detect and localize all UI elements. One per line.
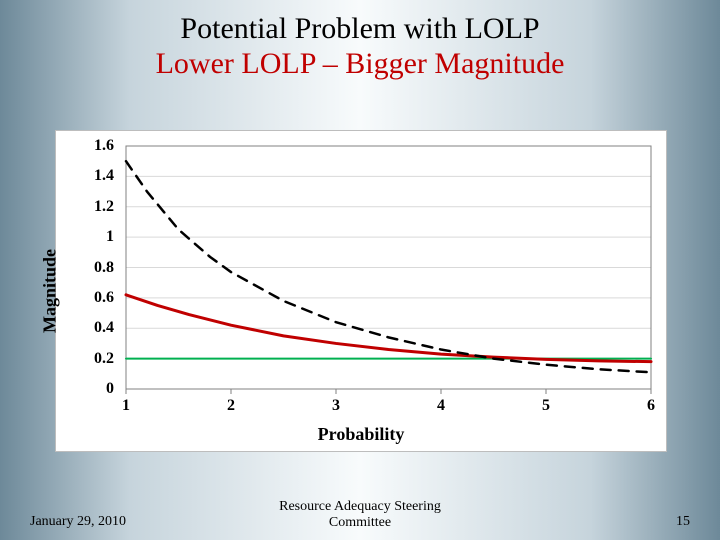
- x-tick-label: 2: [227, 397, 235, 415]
- chart-container: Magnitude Probability 00.20.40.60.811.21…: [55, 130, 667, 452]
- title-line-2: Lower LOLP – Bigger Magnitude: [0, 47, 720, 82]
- y-tick-label: 1.6: [64, 137, 114, 155]
- chart-svg: [56, 131, 666, 451]
- y-tick-label: 1: [64, 228, 114, 246]
- y-tick-label: 0.4: [64, 319, 114, 337]
- y-tick-label: 1.2: [64, 198, 114, 216]
- slide: Potential Problem with LOLP Lower LOLP –…: [0, 0, 720, 540]
- footer-center: Resource Adequacy Steering Committee: [279, 499, 441, 530]
- x-tick-label: 3: [332, 397, 340, 415]
- y-tick-label: 0.8: [64, 259, 114, 277]
- footer-page-number: 15: [676, 514, 690, 530]
- x-tick-label: 4: [437, 397, 445, 415]
- y-tick-label: 0: [64, 380, 114, 398]
- x-tick-label: 6: [647, 397, 655, 415]
- x-tick-label: 1: [122, 397, 130, 415]
- footer-center-l2: Committee: [329, 515, 391, 530]
- black-dash: [126, 161, 651, 372]
- y-tick-label: 0.6: [64, 289, 114, 307]
- x-tick-label: 5: [542, 397, 550, 415]
- title-block: Potential Problem with LOLP Lower LOLP –…: [0, 0, 720, 81]
- footer-center-l1: Resource Adequacy Steering: [279, 499, 441, 514]
- y-tick-label: 1.4: [64, 167, 114, 185]
- y-tick-label: 0.2: [64, 350, 114, 368]
- title-line-1: Potential Problem with LOLP: [0, 12, 720, 47]
- footer-date: January 29, 2010: [30, 514, 126, 530]
